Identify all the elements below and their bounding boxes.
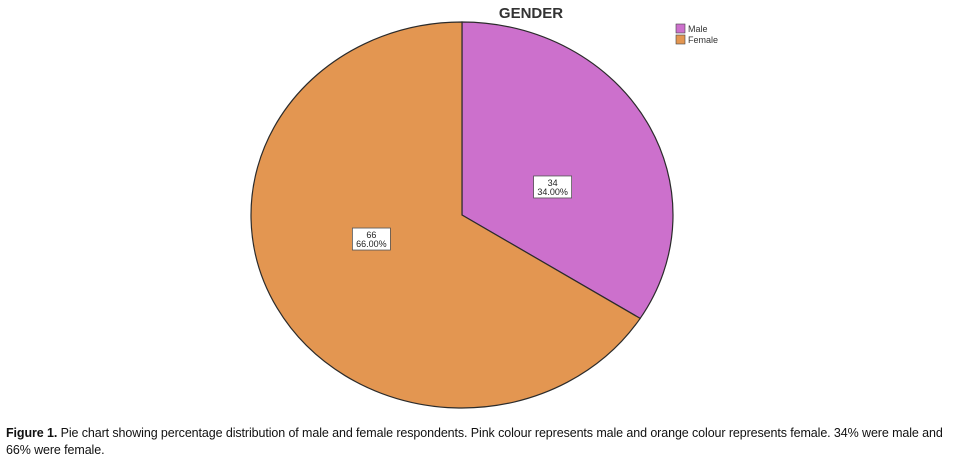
data-label-percent: 34.00% xyxy=(537,187,568,197)
legend-label-male: Male xyxy=(688,24,708,34)
data-label-box xyxy=(533,175,573,199)
pie-slice-female xyxy=(250,21,642,409)
data-label-count: 66 xyxy=(366,230,376,240)
caption-label: Figure 1. xyxy=(6,426,58,440)
pie-slice-male xyxy=(461,21,674,320)
legend-swatch-male xyxy=(675,23,686,34)
caption-text: Pie chart showing percentage distributio… xyxy=(6,426,943,457)
legend-swatch-female xyxy=(675,34,686,45)
data-label-count: 34 xyxy=(548,178,558,188)
pie-slices xyxy=(250,21,674,409)
data-label-percent: 66.00% xyxy=(356,239,387,249)
figure-caption: Figure 1. Pie chart showing percentage d… xyxy=(6,425,961,459)
chart-title: GENDER xyxy=(499,5,563,22)
data-label-box xyxy=(351,227,391,251)
legend-label-female: Female xyxy=(688,35,718,45)
